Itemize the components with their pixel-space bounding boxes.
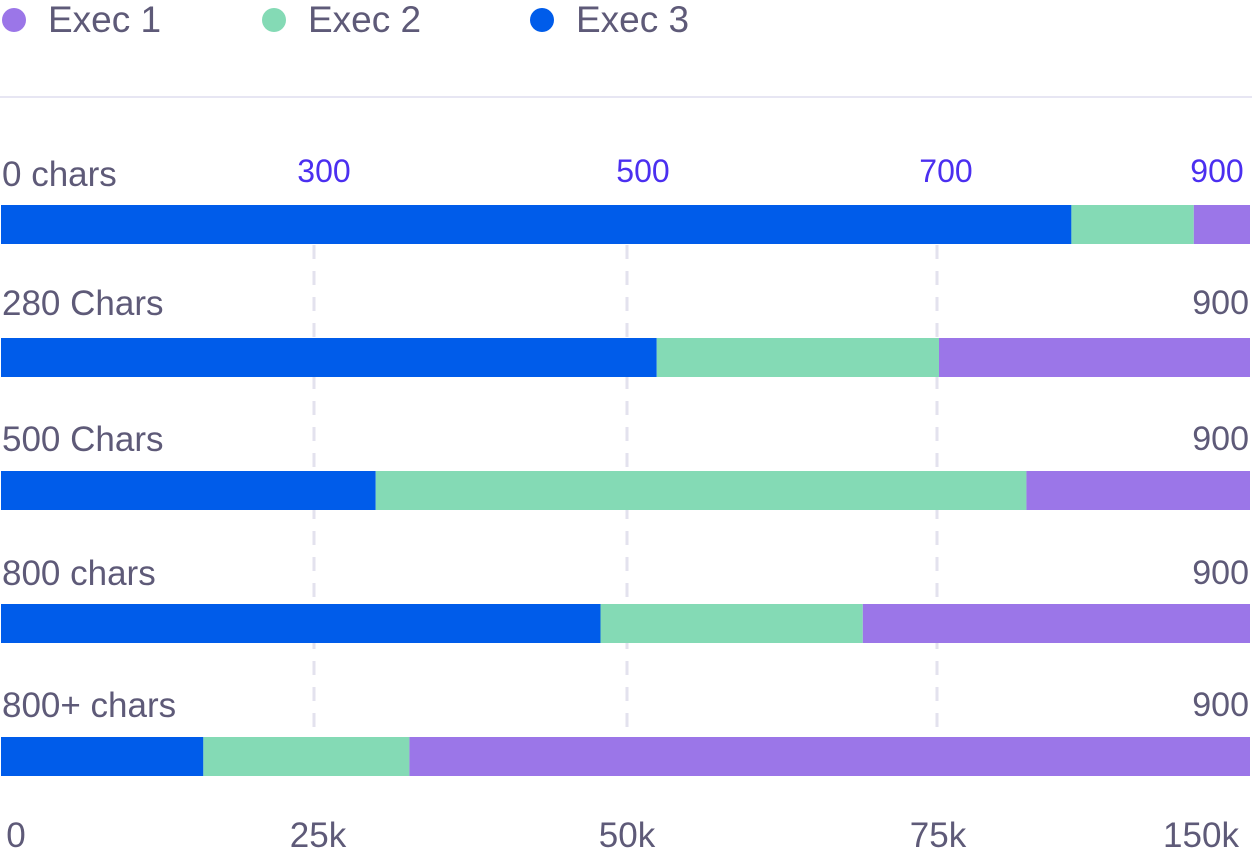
legend-label-exec-2: Exec 2 — [308, 0, 422, 40]
total-label: 900 — [1192, 420, 1249, 458]
category-label: 280 Chars — [2, 284, 163, 323]
legend-label-exec-3: Exec 3 — [576, 0, 690, 40]
top-axis-tick-label: 900 — [1190, 153, 1243, 189]
legend-item-exec-1[interactable]: Exec 1 — [2, 0, 161, 40]
bar-segment-exec-2 — [656, 338, 939, 377]
bar-segment-exec-3 — [1, 737, 204, 776]
total-label: 900 — [1192, 554, 1249, 592]
bottom-axis-tick-label: 50k — [599, 816, 656, 850]
total-label: 900 — [1192, 284, 1249, 322]
legend-dot-exec-2 — [262, 8, 286, 32]
category-label: 0 chars — [2, 155, 117, 194]
top-axis-tick-label: 500 — [616, 153, 669, 189]
legend-divider — [0, 96, 1252, 98]
bar-segment-exec-2 — [203, 737, 410, 776]
bar-segment-exec-1 — [862, 604, 1250, 643]
bar-segment-exec-2 — [375, 471, 1027, 510]
bottom-axis-tick-label: 75k — [910, 816, 967, 850]
bar-segment-exec-1 — [1193, 205, 1250, 244]
top-axis-tick-label: 300 — [297, 153, 350, 189]
bottom-axis-tick-label: 25k — [290, 816, 347, 850]
bar-segment-exec-2 — [600, 604, 863, 643]
bottom-axis-tick-label: 0 — [6, 816, 25, 850]
bottom-axis-tick-label: 150k — [1163, 816, 1239, 850]
bar-segment-exec-1 — [938, 338, 1250, 377]
total-label: 900 — [1192, 686, 1249, 724]
bar-segment-exec-2 — [1071, 205, 1194, 244]
category-label: 800+ chars — [2, 686, 176, 725]
bar-segment-exec-3 — [1, 205, 1072, 244]
bar-segment-exec-1 — [1026, 471, 1250, 510]
legend-item-exec-2[interactable]: Exec 2 — [262, 0, 421, 40]
bar-segment-exec-3 — [1, 604, 601, 643]
legend-dot-exec-1 — [2, 8, 26, 32]
bar-segment-exec-3 — [1, 338, 657, 377]
bar-segment-exec-3 — [1, 471, 376, 510]
legend-label-exec-1: Exec 1 — [48, 0, 162, 40]
legend-dot-exec-3 — [530, 8, 554, 32]
top-axis-tick-label: 700 — [919, 153, 972, 189]
legend-item-exec-3[interactable]: Exec 3 — [530, 0, 689, 40]
bar-segment-exec-1 — [409, 737, 1251, 776]
category-label: 500 Chars — [2, 420, 163, 459]
category-label: 800 chars — [2, 554, 156, 593]
